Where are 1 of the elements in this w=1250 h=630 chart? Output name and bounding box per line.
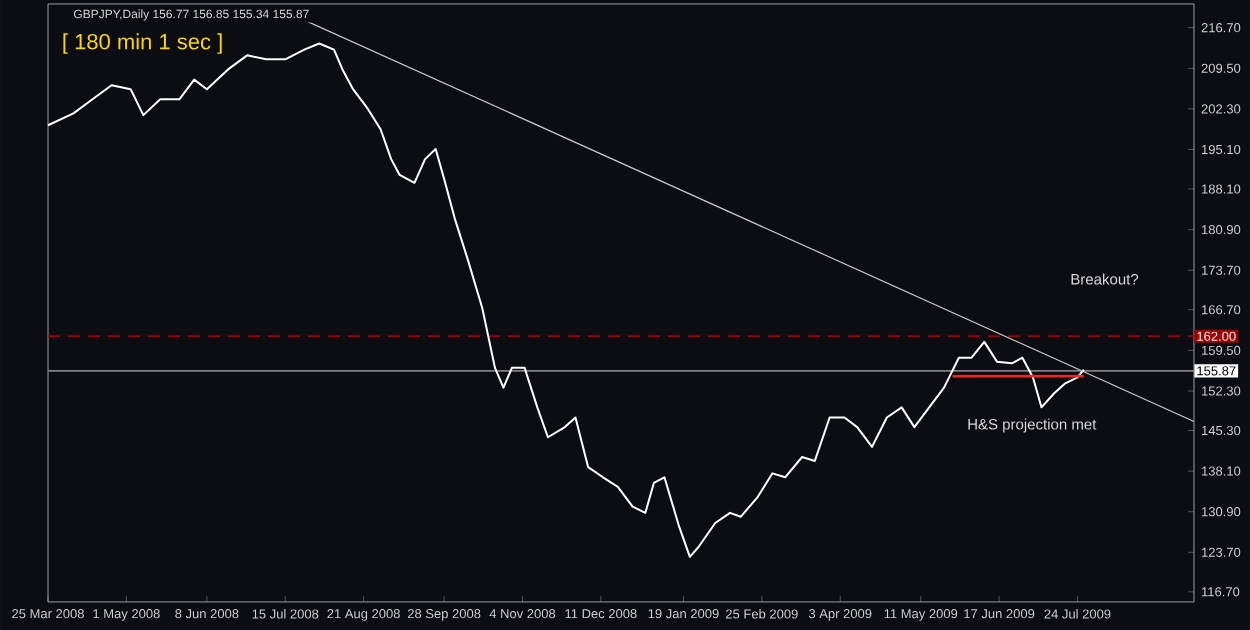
annotation: [ 180 min 1 sec ] xyxy=(63,33,222,54)
